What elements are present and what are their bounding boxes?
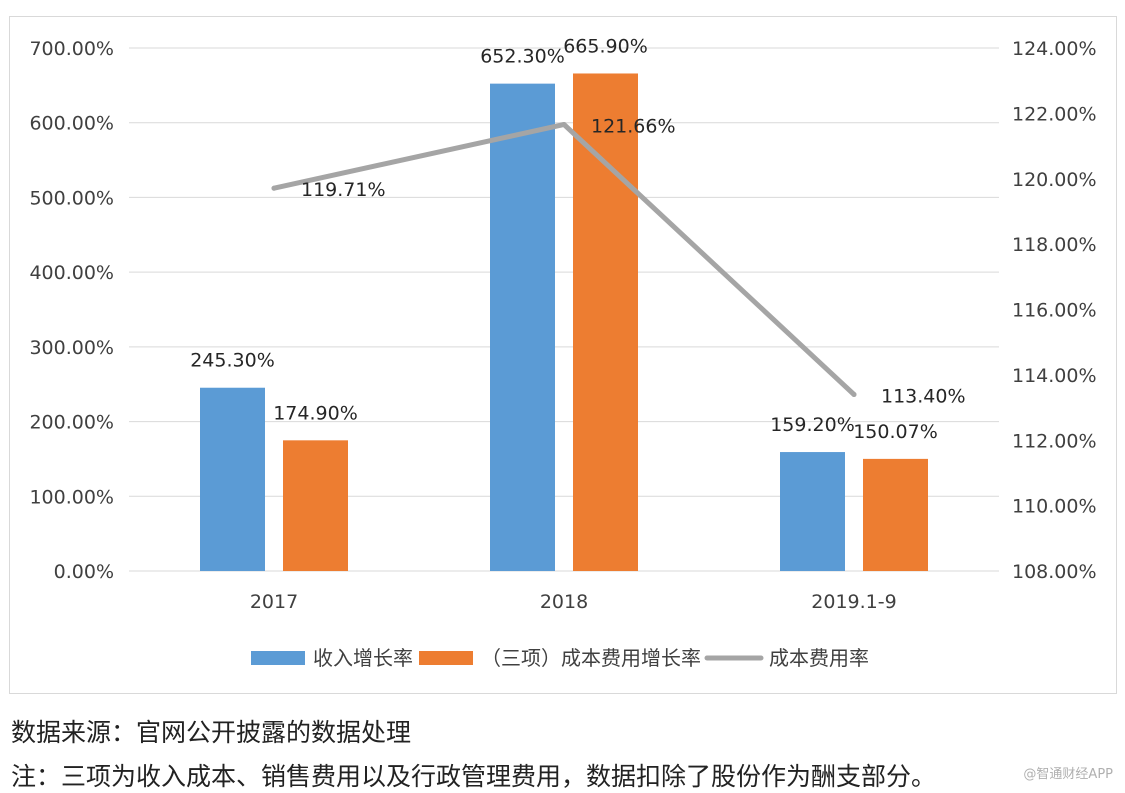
- right-axis-tick-label: 120.00%: [1012, 169, 1097, 191]
- left-axis-tick-label: 300.00%: [29, 337, 114, 359]
- right-axis-tick-label: 114.00%: [1012, 365, 1097, 387]
- legend-label: 收入增长率: [313, 646, 413, 670]
- line-point: [851, 391, 857, 397]
- line-data-label: 113.40%: [881, 385, 966, 407]
- left-axis-tick-label: 400.00%: [29, 262, 114, 284]
- legend-label: 成本费用率: [769, 646, 869, 670]
- bar: [283, 440, 348, 571]
- left-axis-tick-label: 500.00%: [29, 187, 114, 209]
- left-axis-tick-label: 0.00%: [54, 561, 114, 583]
- right-axis-tick-label: 110.00%: [1012, 496, 1097, 518]
- bar-data-label: 245.30%: [190, 350, 275, 372]
- left-axis-tick-label: 700.00%: [29, 38, 114, 60]
- right-axis-tick-label: 118.00%: [1012, 234, 1097, 256]
- chart: 0.00% 100.00% 200.00% 300.00% 400.00% 500.00%…: [29, 35, 1097, 670]
- watermark: @智通财经APP: [1023, 767, 1113, 782]
- legend-swatch: [251, 651, 305, 665]
- right-axis-tick-label: 116.00%: [1012, 300, 1097, 322]
- x-axis-tick-label: 2017: [250, 591, 298, 613]
- right-axis-tick-label: 122.00%: [1012, 103, 1097, 125]
- bar: [490, 83, 555, 571]
- bar-data-label: 150.07%: [853, 421, 938, 443]
- bar-data-label: 159.20%: [770, 414, 855, 436]
- bar-data-label: 652.30%: [480, 46, 565, 68]
- line-point: [271, 185, 277, 191]
- bar-data-label: 174.90%: [273, 402, 358, 424]
- bar-data-label: 665.90%: [563, 35, 648, 57]
- line-data-label: 121.66%: [591, 115, 676, 137]
- line-data-label: 119.71%: [301, 179, 386, 201]
- line-point: [561, 121, 567, 127]
- left-axis-tick-label: 600.00%: [29, 113, 114, 135]
- footnote: 注：三项为收入成本、销售费用以及行政管理费用，数据扣除了股份作为酬支部分。: [11, 762, 937, 791]
- right-axis-tick-label: 112.00%: [1012, 430, 1097, 452]
- data-source-note: 数据来源：官网公开披露的数据处理: [11, 718, 412, 747]
- line-series: [271, 121, 857, 397]
- bar: [863, 458, 928, 571]
- legend-swatch: [419, 651, 473, 665]
- legend-label: （三项）成本费用增长率: [481, 646, 701, 670]
- bar: [780, 452, 845, 571]
- right-axis-tick-label: 124.00%: [1012, 38, 1097, 60]
- left-axis-tick-label: 100.00%: [29, 486, 114, 508]
- bar: [200, 387, 265, 571]
- x-axis-tick-label: 2018: [540, 591, 588, 613]
- chart-frame: 0.00% 100.00% 200.00% 300.00% 400.00% 500.00%…: [9, 16, 1117, 694]
- x-axis-tick-label: 2019.1-9: [811, 591, 896, 613]
- right-axis-tick-label: 108.00%: [1012, 561, 1097, 583]
- left-axis-tick-label: 200.00%: [29, 412, 114, 434]
- bar: [573, 73, 638, 571]
